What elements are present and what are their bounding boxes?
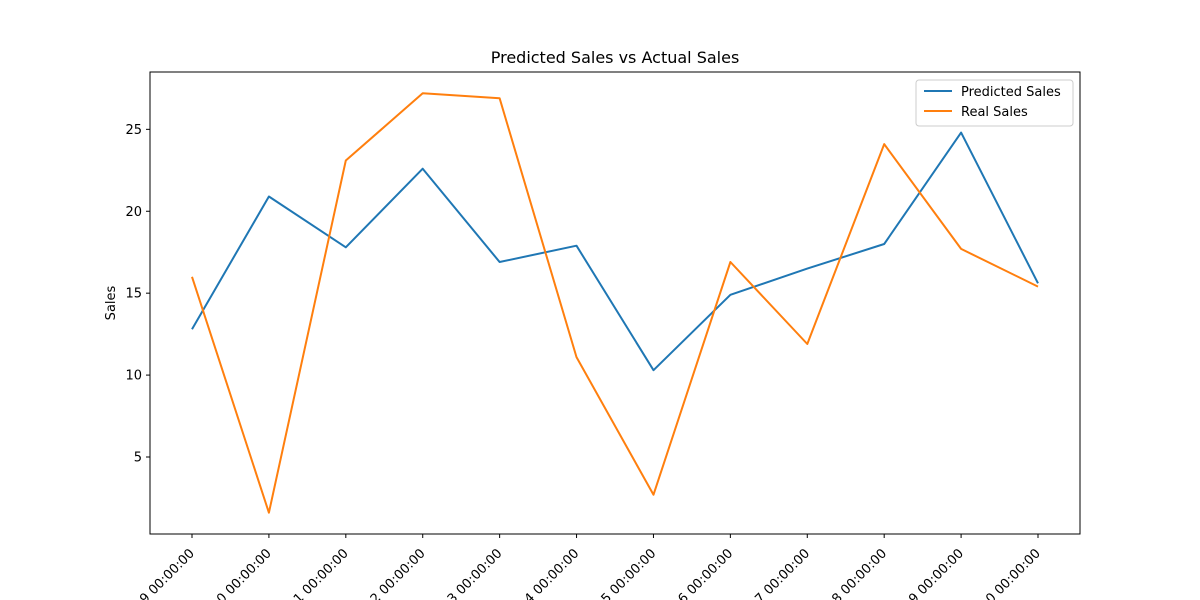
x-tick-label: 3 00:00:00 [445,546,506,600]
x-tick-label: 7 00:00:00 [752,546,813,600]
y-axis-label: Sales [104,285,119,320]
x-tick-label: 5 00:00:00 [599,546,660,600]
y-tick-label: 25 [125,123,142,138]
legend-label-predicted-sales: Predicted Sales [961,85,1061,100]
y-tick-label: 10 [125,369,142,384]
y-axis-ticks: 5 10 15 20 25 [125,123,150,466]
legend-box [915,79,1074,127]
x-tick-label: 0 00:00:00 [983,546,1044,600]
x-tick-label: 8 00:00:00 [829,546,890,600]
chart-title: Predicted Sales vs Actual Sales [491,48,740,67]
x-axis-ticks: 9 00:00:00 0 00:00:00 1 00:00:00 2 00:00:00… [137,534,1044,600]
x-tick-label: 6 00:00:00 [676,546,737,600]
series-line-predicted-sales [191,131,1039,372]
x-tick-label: 1 00:00:00 [291,546,352,600]
series-line-real-sales [191,92,1039,514]
x-tick-label: 4 00:00:00 [522,546,583,600]
y-tick-label: 15 [125,287,142,302]
y-tick-label: 20 [125,205,142,220]
series-lines [191,92,1039,514]
x-tick-label: 9 00:00:00 [906,546,967,600]
y-tick-label: 5 [134,451,142,466]
x-tick-label: 0 00:00:00 [214,546,275,600]
legend: Predicted Sales Real Sales [915,79,1074,127]
x-tick-label: 9 00:00:00 [137,546,198,600]
legend-label-real-sales: Real Sales [961,105,1028,120]
x-tick-label: 2 00:00:00 [368,546,429,600]
plot-area [149,71,1081,535]
